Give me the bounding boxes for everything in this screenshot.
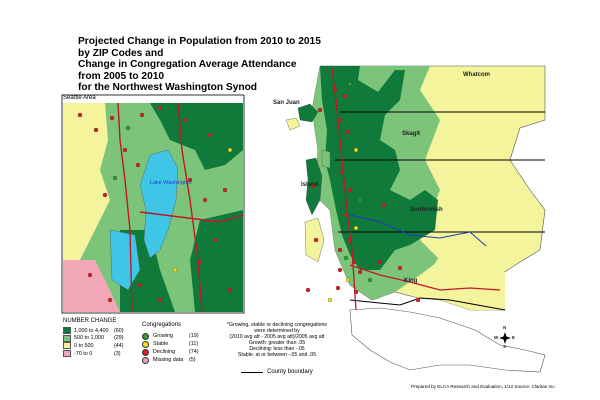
title-line: by ZIP Codes and [78,47,164,59]
congregation-count: (19) [189,333,199,339]
compass-s: S [503,344,507,349]
county-label-skagit: Skagit [402,131,421,137]
congregations-heading: Congregations [142,322,182,328]
note-line: *Growing, stable or declining congregati… [226,322,328,328]
congregation-count: (5) [189,357,196,363]
congregation-label: Declining [153,349,176,355]
number-change-legend: NUMBER CHANGE 1,000 to 4,400 (60) 500 to… [63,318,140,388]
legend-heading: NUMBER CHANGE [63,318,117,324]
legend-item: 0 to 500 (44) [63,342,140,350]
congregation-dots-main [305,81,421,303]
title-line: Change in Congregation Average Attendanc… [78,59,297,71]
legend-count: (29) [114,335,124,342]
note-line: Stable: at or between -.05 and .05 [237,352,317,359]
congregation-count: (74) [189,349,199,355]
missing-dot-icon [142,356,149,364]
inset-label: Seattle Area [63,95,96,101]
main-map [285,65,546,373]
title-line: for the Northwest Washington Synod [78,82,258,94]
congregation-label: Stable [153,341,169,347]
inset-map [61,94,245,314]
title-line: Projected Change in Population from 2010… [78,36,321,47]
legend-range: 1,000 to 4,400 [74,327,109,334]
island-sanjuan [297,103,319,123]
methodology-note: *Growing, stable or declining congregati… [212,322,342,359]
stable-dot-icon [142,340,149,348]
legend-swatch [63,350,71,358]
county-label-king: King [404,278,418,284]
map-title: Projected Change in Population from 2010… [78,36,338,94]
congregation-label: Missing data [153,357,184,363]
note-line: Growth: greater than .05 [248,340,306,347]
lake-label: Lake Washington [150,180,192,186]
compass-e: E [512,335,516,340]
highway-i5 [331,67,357,311]
legend-range: 0 to 500 [74,342,94,349]
legend-count: (60) [114,327,124,334]
legend-range: -70 to 0 [74,350,93,357]
county-boundary-king-pierce [349,297,506,311]
region-dark-green [320,66,438,270]
county-label-snohomish: Snohomish [410,207,443,213]
boundary-line-icon [241,371,263,373]
congregation-item: Stable (11) [142,340,210,348]
growing-dot-icon [142,332,149,340]
compass-w: W [494,335,499,340]
source-credit: Prepared by ELCA Research and Evaluation… [411,384,556,389]
congregation-item: Missing data (5) [142,356,210,364]
legend-swatch [63,334,71,342]
county-boundary-label: County boundary [267,369,313,375]
legend-item: 500 to 1,000 (29) [63,334,140,343]
legend-swatch [63,327,71,335]
note-line: were determined by [254,328,300,335]
lake-washington [139,149,179,259]
island-sanjuan-2 [285,117,301,131]
highway-i90 [349,264,501,291]
congregation-label: Growing [153,333,174,339]
congregation-count: (11) [189,341,199,347]
region-king-east [418,255,505,310]
congregations-legend: Congregations Growing (19) Stable (11) D… [142,322,210,364]
legend-count: (3) [114,350,121,357]
legend-item: 1,000 to 4,400 (60) [63,327,140,335]
county-label-sanjuan: San Juan [273,100,300,106]
legend-range: 500 to 1,000 [74,335,104,342]
county-label-whatcom: Whatcom [463,72,490,78]
congregation-item: Growing (19) [142,332,210,340]
legend-count: (44) [114,342,124,349]
congregation-item: Declining (74) [142,348,210,356]
legend-item: -70 to 0 (3) [63,350,140,358]
region-pierce-outline [349,307,546,373]
island-camano [321,149,331,169]
highway-us2 [349,214,487,247]
congregation-dots-inset [77,105,233,303]
compass-n: N [503,325,507,330]
compass-icon [499,332,511,344]
legend-swatch [63,342,71,350]
county-boundary-legend: County boundary [241,369,313,375]
declining-dot-icon [142,348,149,356]
title-line: from 2005 to 2010 [78,70,165,82]
note-line: (2010 avg att - 2005 avg att)/2005 avg a… [229,334,325,341]
note-line: Declining: less than -.05 [249,346,305,353]
county-label-island: Island [301,182,319,188]
